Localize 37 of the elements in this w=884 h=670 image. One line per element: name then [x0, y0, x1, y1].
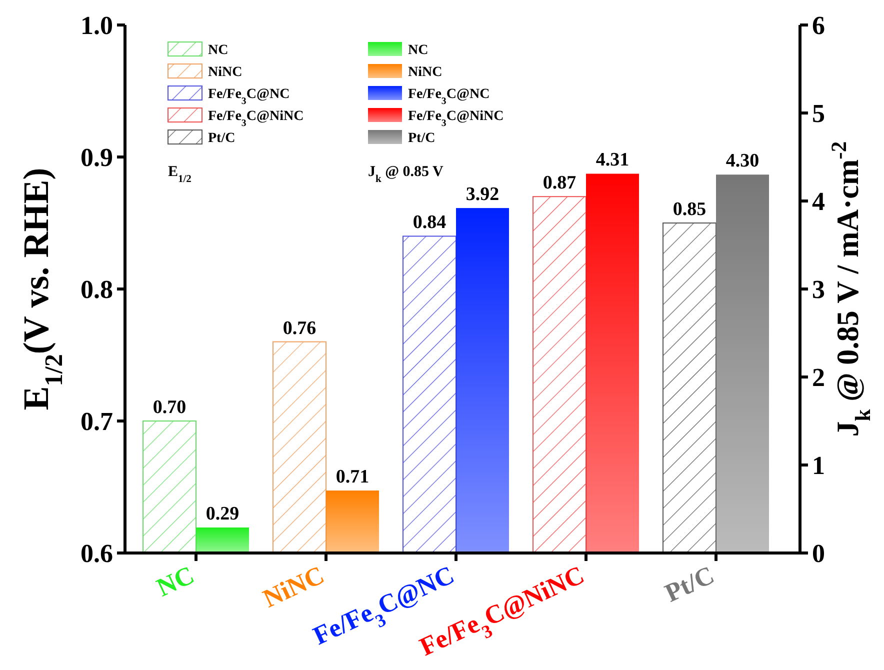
legend-label: Fe/Fe$_{3}$C@NC	[208, 87, 290, 106]
data-label: 0.76	[282, 318, 316, 339]
legend-label: NiNC	[408, 65, 442, 80]
y2-tick-label: 3	[812, 275, 825, 304]
y2-tick-label: 4	[812, 187, 825, 216]
y2-tick-label: 5	[812, 99, 825, 128]
data-label: 0.84	[412, 212, 447, 234]
legend-label: Fe/Fe$_{3}$C@NiNC	[208, 109, 304, 128]
data-label: 4.31	[596, 150, 630, 171]
y2-tick-label: 1	[812, 451, 825, 480]
y-tick-label: 0.6	[80, 539, 113, 568]
y-tick-label: 0.7	[80, 407, 113, 436]
y2-tick-label: 2	[812, 363, 825, 392]
data-label: 3.92	[466, 184, 500, 206]
y-tick-label: 0.8	[80, 275, 113, 304]
data-label: 0.87	[542, 172, 577, 194]
annotation: E$_{1/2}$	[168, 164, 192, 184]
x-tick-label: Pt/C	[660, 560, 719, 608]
y2-tick-label: 6	[812, 11, 825, 40]
data-label: 4.30	[726, 150, 760, 172]
legend-label: NC	[408, 43, 428, 58]
x-tick-label: NiNC	[258, 560, 329, 614]
legend-label: Pt/C	[408, 131, 436, 146]
legend-label: Fe/Fe$_{3}$C@NC	[408, 87, 490, 106]
data-label: 0.70	[152, 397, 186, 418]
y-tick-label: 1.0	[80, 11, 113, 40]
x-tick-label: NC	[152, 560, 199, 602]
data-label: 0.85	[672, 199, 706, 220]
legend-label: NC	[208, 43, 228, 58]
annotation: J$_{k}$ @ 0.85 V	[368, 164, 444, 184]
legend-label: NiNC	[208, 65, 242, 80]
y-tick-label: 0.9	[80, 143, 113, 172]
legend-label: Pt/C	[208, 131, 236, 146]
data-label: 0.29	[206, 503, 240, 524]
y2-tick-label: 0	[812, 539, 825, 568]
data-label: 0.71	[336, 466, 370, 488]
legend-label: Fe/Fe$_{3}$C@NiNC	[408, 109, 504, 128]
